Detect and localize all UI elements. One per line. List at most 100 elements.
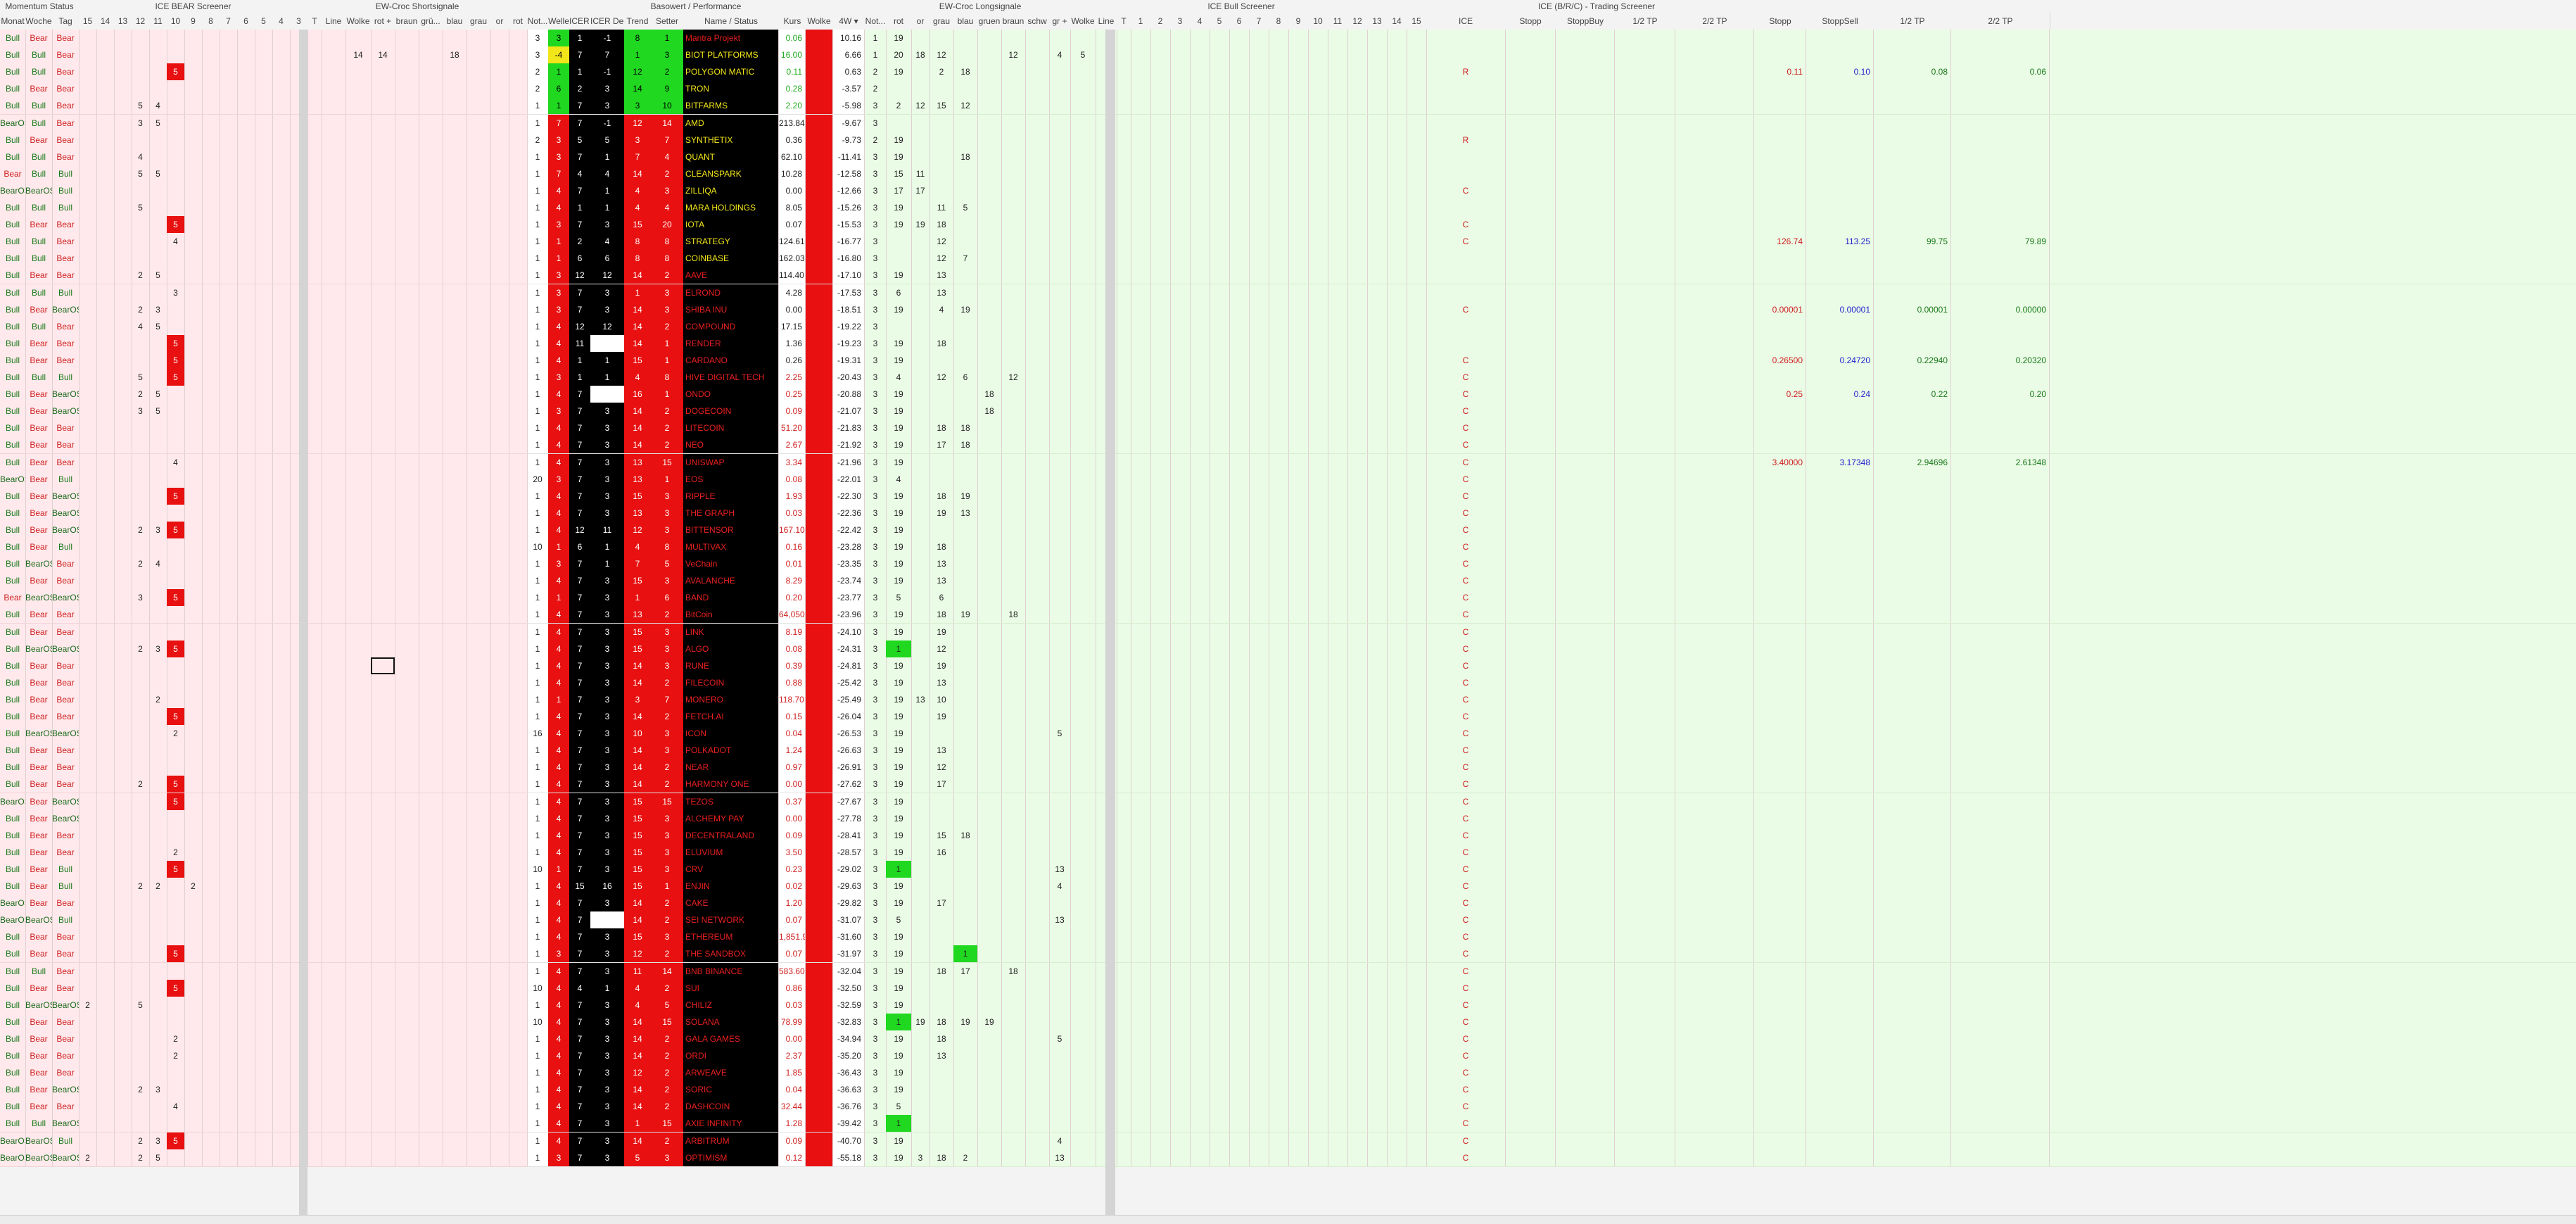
cell-stopp[interactable] xyxy=(1505,46,1556,64)
cell-bs12[interactable] xyxy=(132,504,150,522)
cell-bs11[interactable] xyxy=(149,826,167,844)
cell-lwolke[interactable] xyxy=(1070,1030,1096,1047)
cell-not2[interactable]: 3 xyxy=(865,843,887,861)
cell-bs10[interactable] xyxy=(167,572,185,590)
cell-sgrun[interactable] xyxy=(419,996,443,1014)
cell-stoppsell[interactable] xyxy=(1806,742,1874,759)
cell-sgrun[interactable] xyxy=(419,895,443,912)
cell-bs9[interactable] xyxy=(184,690,203,708)
cell-sline[interactable] xyxy=(322,793,346,810)
table-row[interactable]: Bear BearOS BearOS 3 5 1 1 7 3 1 6 BAND 0.20 -23.77 3 5… xyxy=(0,589,2576,607)
cell-bs8[interactable] xyxy=(202,233,220,251)
cell-lschw[interactable] xyxy=(1025,589,1050,607)
cell-welle[interactable]: 4 xyxy=(548,351,570,369)
cell-tp12b[interactable] xyxy=(1874,555,1951,573)
cell-tp22[interactable] xyxy=(1675,351,1754,369)
cell-woche[interactable]: Bear xyxy=(25,80,53,98)
cell-lwolke[interactable] xyxy=(1070,165,1096,182)
cell-b6[interactable] xyxy=(1229,1098,1250,1116)
cell-lschw[interactable] xyxy=(1025,97,1050,115)
cell-lgrau[interactable]: 6 xyxy=(929,589,954,607)
cell-not2[interactable]: 3 xyxy=(865,895,887,912)
cell-bs6[interactable] xyxy=(237,470,255,488)
cell-bs11[interactable] xyxy=(149,284,167,301)
cell-srot[interactable] xyxy=(371,165,395,182)
cell-trend[interactable]: 14 xyxy=(624,1030,652,1047)
cell-bs6[interactable] xyxy=(237,826,255,844)
cell-not2[interactable]: 3 xyxy=(865,233,887,251)
cell-icer[interactable]: 7 xyxy=(569,1149,591,1166)
cell-lgrau[interactable]: 12 xyxy=(929,46,954,64)
cell-st[interactable] xyxy=(307,1115,322,1132)
cell-tp22b[interactable] xyxy=(1951,606,2050,624)
cell-not[interactable]: 1 xyxy=(527,1132,549,1149)
cell-stopp[interactable] xyxy=(1505,572,1556,590)
cell-stoppsell[interactable] xyxy=(1806,860,1874,878)
cell-lt[interactable] xyxy=(1117,1149,1131,1166)
cell-b7[interactable] xyxy=(1249,233,1269,251)
cell-b12[interactable] xyxy=(1347,351,1368,369)
cell-wolke[interactable] xyxy=(806,657,833,674)
cell-name[interactable]: MULTIVAX xyxy=(683,538,779,556)
cell-ice[interactable] xyxy=(1426,267,1506,284)
cell-sline[interactable] xyxy=(322,555,346,573)
cell-b8[interactable] xyxy=(1269,640,1289,657)
cell-bs9[interactable] xyxy=(184,1081,203,1099)
cell-wolke[interactable] xyxy=(806,46,833,64)
cell-icer[interactable]: 7 xyxy=(569,386,591,403)
cell-tp22[interactable] xyxy=(1675,979,1754,997)
cell-lgrun[interactable] xyxy=(977,1098,1002,1116)
cell-b9[interactable] xyxy=(1288,30,1309,47)
cell-b11[interactable] xyxy=(1328,555,1348,573)
cell-wolke[interactable] xyxy=(806,911,833,929)
cell-trend[interactable]: 12 xyxy=(624,521,652,538)
cell-stopp2[interactable]: 3.40000 xyxy=(1754,453,1806,471)
cell-lschw[interactable] xyxy=(1025,911,1050,929)
cell-bs11[interactable] xyxy=(149,233,167,251)
cell-sgrun[interactable] xyxy=(419,182,443,199)
cell-srot[interactable] xyxy=(371,1098,395,1116)
cell-lgrun[interactable] xyxy=(977,1064,1002,1082)
cell-woche[interactable]: Bull xyxy=(25,369,53,386)
cell-bs7[interactable] xyxy=(220,809,238,827)
cell-sbraun[interactable] xyxy=(395,759,419,776)
cell-bs15[interactable] xyxy=(79,487,97,505)
cell-stopp[interactable] xyxy=(1505,369,1556,386)
cell-lor[interactable] xyxy=(911,708,930,726)
cell-perf[interactable]: -17.53 xyxy=(832,284,865,301)
cell-bs8[interactable] xyxy=(202,1149,220,1166)
cell-st[interactable] xyxy=(307,555,322,573)
cell-b13[interactable] xyxy=(1367,182,1388,199)
cell-swolke[interactable] xyxy=(345,962,372,980)
cell-b13[interactable] xyxy=(1367,1047,1388,1065)
cell-b15[interactable] xyxy=(1407,708,1427,726)
cell-lschw[interactable] xyxy=(1025,216,1050,234)
cell-lblau[interactable] xyxy=(953,1115,978,1132)
cell-welle[interactable]: 1 xyxy=(548,97,570,115)
cell-kurs[interactable]: 2.20 xyxy=(779,97,806,115)
cell-stopp2[interactable]: 0.00001 xyxy=(1754,301,1806,318)
cell-sblau[interactable] xyxy=(443,1030,467,1047)
cell-sblau[interactable] xyxy=(443,776,467,793)
cell-lgrau[interactable]: 18 xyxy=(929,1030,954,1047)
cell-woche[interactable]: Bear xyxy=(25,470,53,488)
cell-setter[interactable]: 3 xyxy=(651,1149,684,1166)
cell-woche[interactable]: Bear xyxy=(25,572,53,590)
cell-b1[interactable] xyxy=(1131,63,1151,81)
cell-b11[interactable] xyxy=(1328,1149,1348,1166)
cell-monat[interactable]: Bull xyxy=(0,317,26,335)
cell-perf[interactable]: -21.07 xyxy=(832,403,865,420)
cell-not2[interactable]: 3 xyxy=(865,216,887,234)
cell-perf[interactable]: -26.53 xyxy=(832,725,865,743)
cell-st[interactable] xyxy=(307,623,322,641)
cell-tp22b[interactable] xyxy=(1951,436,2050,454)
cell-monat[interactable]: Bull xyxy=(0,945,26,963)
cell-st[interactable] xyxy=(307,1030,322,1047)
cell-perf[interactable]: -23.28 xyxy=(832,538,865,556)
cell-sblau[interactable] xyxy=(443,878,467,895)
cell-b10[interactable] xyxy=(1308,317,1328,335)
cell-sgrun[interactable] xyxy=(419,267,443,284)
cell-bs7[interactable] xyxy=(220,351,238,369)
cell-not2[interactable]: 3 xyxy=(865,606,887,624)
cell-bs10[interactable] xyxy=(167,30,185,47)
